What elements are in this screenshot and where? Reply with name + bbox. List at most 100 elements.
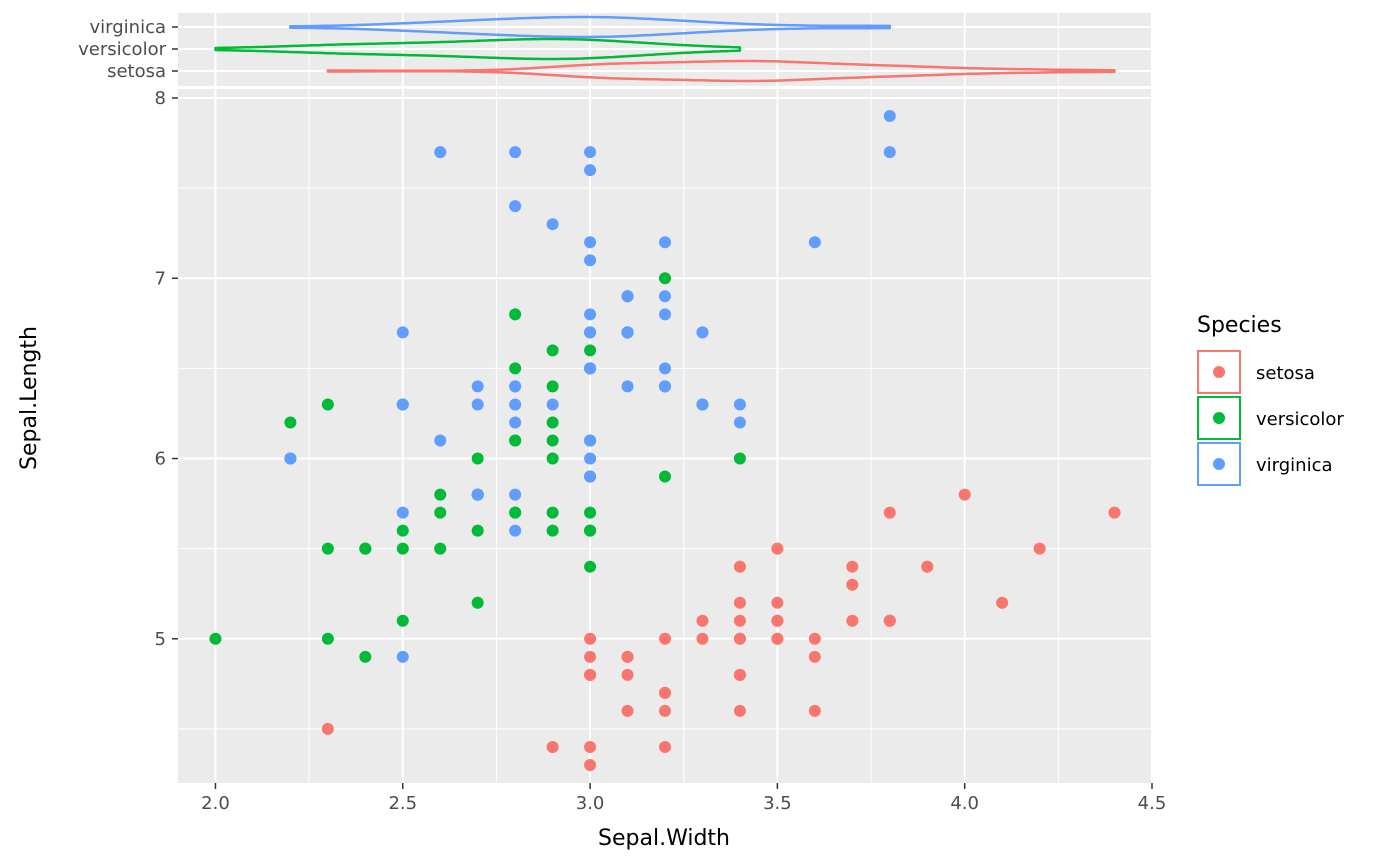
scatter-point-virginica bbox=[696, 398, 709, 411]
scatter-point-virginica bbox=[659, 236, 671, 249]
scatter-point-versicolor bbox=[471, 596, 484, 609]
scatter-point-virginica bbox=[621, 290, 634, 303]
scatter-point-setosa bbox=[1108, 506, 1121, 519]
x-axis: 2.0 2.5 3.0 3.5 4.0 4.5 bbox=[201, 783, 1166, 814]
scatter-point-versicolor bbox=[434, 506, 447, 519]
scatter-point-virginica bbox=[509, 416, 522, 429]
scatter-point-setosa bbox=[659, 740, 671, 753]
scatter-panel: 2.0 2.5 3.0 3.5 4.0 4.5 5 6 7 8 bbox=[155, 88, 1167, 814]
scatter-point-versicolor bbox=[584, 560, 597, 573]
legend: Species setosa versicolor virginica bbox=[1197, 313, 1344, 486]
scatter-point-virginica bbox=[396, 506, 409, 519]
scatter-point-setosa bbox=[808, 632, 821, 645]
legend-point-versicolor bbox=[1213, 412, 1225, 424]
scatter-point-versicolor bbox=[209, 632, 222, 645]
scatter-point-setosa bbox=[584, 668, 597, 681]
scatter-point-versicolor bbox=[546, 416, 559, 429]
scatter-point-setosa bbox=[584, 758, 597, 771]
violin-versicolor bbox=[214, 37, 742, 61]
scatter-point-setosa bbox=[659, 686, 671, 699]
scatter-point-virginica bbox=[584, 308, 597, 321]
scatter-point-setosa bbox=[996, 596, 1009, 609]
legend-point-setosa bbox=[1213, 366, 1225, 378]
scatter-point-versicolor bbox=[733, 452, 746, 465]
scatter-point-setosa bbox=[584, 650, 597, 663]
scatter-point-setosa bbox=[808, 650, 821, 663]
scatter-point-setosa bbox=[808, 704, 821, 717]
violin-category-label: setosa bbox=[107, 61, 166, 82]
y-axis-title: Sepal.Length bbox=[17, 326, 42, 470]
scatter-point-virginica bbox=[434, 434, 447, 447]
scatter-point-versicolor bbox=[396, 542, 409, 555]
scatter-point-virginica bbox=[584, 434, 597, 447]
scatter-point-setosa bbox=[733, 704, 746, 717]
scatter-point-setosa bbox=[771, 596, 784, 609]
scatter-point-versicolor bbox=[546, 452, 559, 465]
scatter-point-virginica bbox=[546, 398, 559, 411]
scatter-point-virginica bbox=[509, 524, 522, 537]
scatter-point-setosa bbox=[733, 560, 746, 573]
scatter-point-setosa bbox=[546, 740, 559, 753]
scatter-point-setosa bbox=[621, 704, 634, 717]
scatter-point-setosa bbox=[921, 560, 934, 573]
scatter-point-setosa bbox=[1033, 542, 1046, 555]
scatter-point-setosa bbox=[659, 632, 671, 645]
legend-label-setosa: setosa bbox=[1256, 363, 1315, 384]
violin-category-label: versicolor bbox=[78, 39, 166, 60]
scatter-point-versicolor bbox=[471, 452, 484, 465]
scatter-point-setosa bbox=[733, 668, 746, 681]
scatter-point-versicolor bbox=[359, 542, 372, 555]
scatter-point-setosa bbox=[659, 704, 671, 717]
scatter-point-versicolor bbox=[321, 542, 334, 555]
scatter-point-versicolor bbox=[546, 524, 559, 537]
scatter-point-virginica bbox=[584, 146, 597, 159]
violin-category-label: virginica bbox=[90, 17, 167, 38]
scatter-point-versicolor bbox=[546, 506, 559, 519]
scatter-point-versicolor bbox=[509, 434, 522, 447]
scatter-point-setosa bbox=[696, 632, 709, 645]
scatter-point-setosa bbox=[696, 614, 709, 627]
scatter-point-virginica bbox=[584, 236, 597, 249]
scatter-point-virginica bbox=[584, 254, 597, 267]
scatter-point-virginica bbox=[509, 488, 522, 501]
scatter-point-versicolor bbox=[396, 524, 409, 537]
scatter-point-versicolor bbox=[584, 344, 597, 357]
scatter-point-versicolor bbox=[321, 632, 334, 645]
scatter-point-versicolor bbox=[359, 650, 372, 663]
scatter-point-versicolor bbox=[509, 506, 522, 519]
scatter-point-setosa bbox=[584, 632, 597, 645]
y-axis: 5 6 7 8 bbox=[155, 88, 178, 650]
scatter-point-virginica bbox=[434, 146, 447, 159]
scatter-point-virginica bbox=[546, 218, 559, 231]
scatter-point-versicolor bbox=[509, 308, 522, 321]
scatter-point-setosa bbox=[771, 614, 784, 627]
scatter-point-versicolor bbox=[659, 470, 671, 483]
scatter-gridlines bbox=[178, 89, 1153, 783]
violin-gridlines bbox=[178, 13, 1153, 86]
scatter-point-virginica bbox=[883, 146, 896, 159]
y-tick-label: 7 bbox=[155, 268, 166, 289]
scatter-point-versicolor bbox=[321, 398, 334, 411]
scatter-point-setosa bbox=[733, 596, 746, 609]
scatter-point-versicolor bbox=[584, 524, 597, 537]
scatter-point-virginica bbox=[883, 110, 896, 123]
scatter-point-versicolor bbox=[396, 614, 409, 627]
scatter-point-virginica bbox=[659, 290, 671, 303]
scatter-point-virginica bbox=[584, 452, 597, 465]
scatter-point-versicolor bbox=[509, 362, 522, 375]
y-tick-label: 8 bbox=[155, 88, 166, 109]
legend-point-virginica bbox=[1213, 458, 1225, 470]
legend-label-versicolor: versicolor bbox=[1256, 409, 1344, 430]
scatter-points bbox=[209, 110, 1121, 771]
scatter-point-virginica bbox=[584, 326, 597, 339]
x-tick-label: 3.5 bbox=[763, 793, 792, 814]
scatter-point-virginica bbox=[584, 164, 597, 177]
scatter-panel-background bbox=[178, 89, 1152, 783]
scatter-point-versicolor bbox=[434, 488, 447, 501]
scatter-point-versicolor bbox=[434, 542, 447, 555]
scatter-point-setosa bbox=[846, 578, 859, 591]
violin-setosa bbox=[326, 59, 1116, 83]
